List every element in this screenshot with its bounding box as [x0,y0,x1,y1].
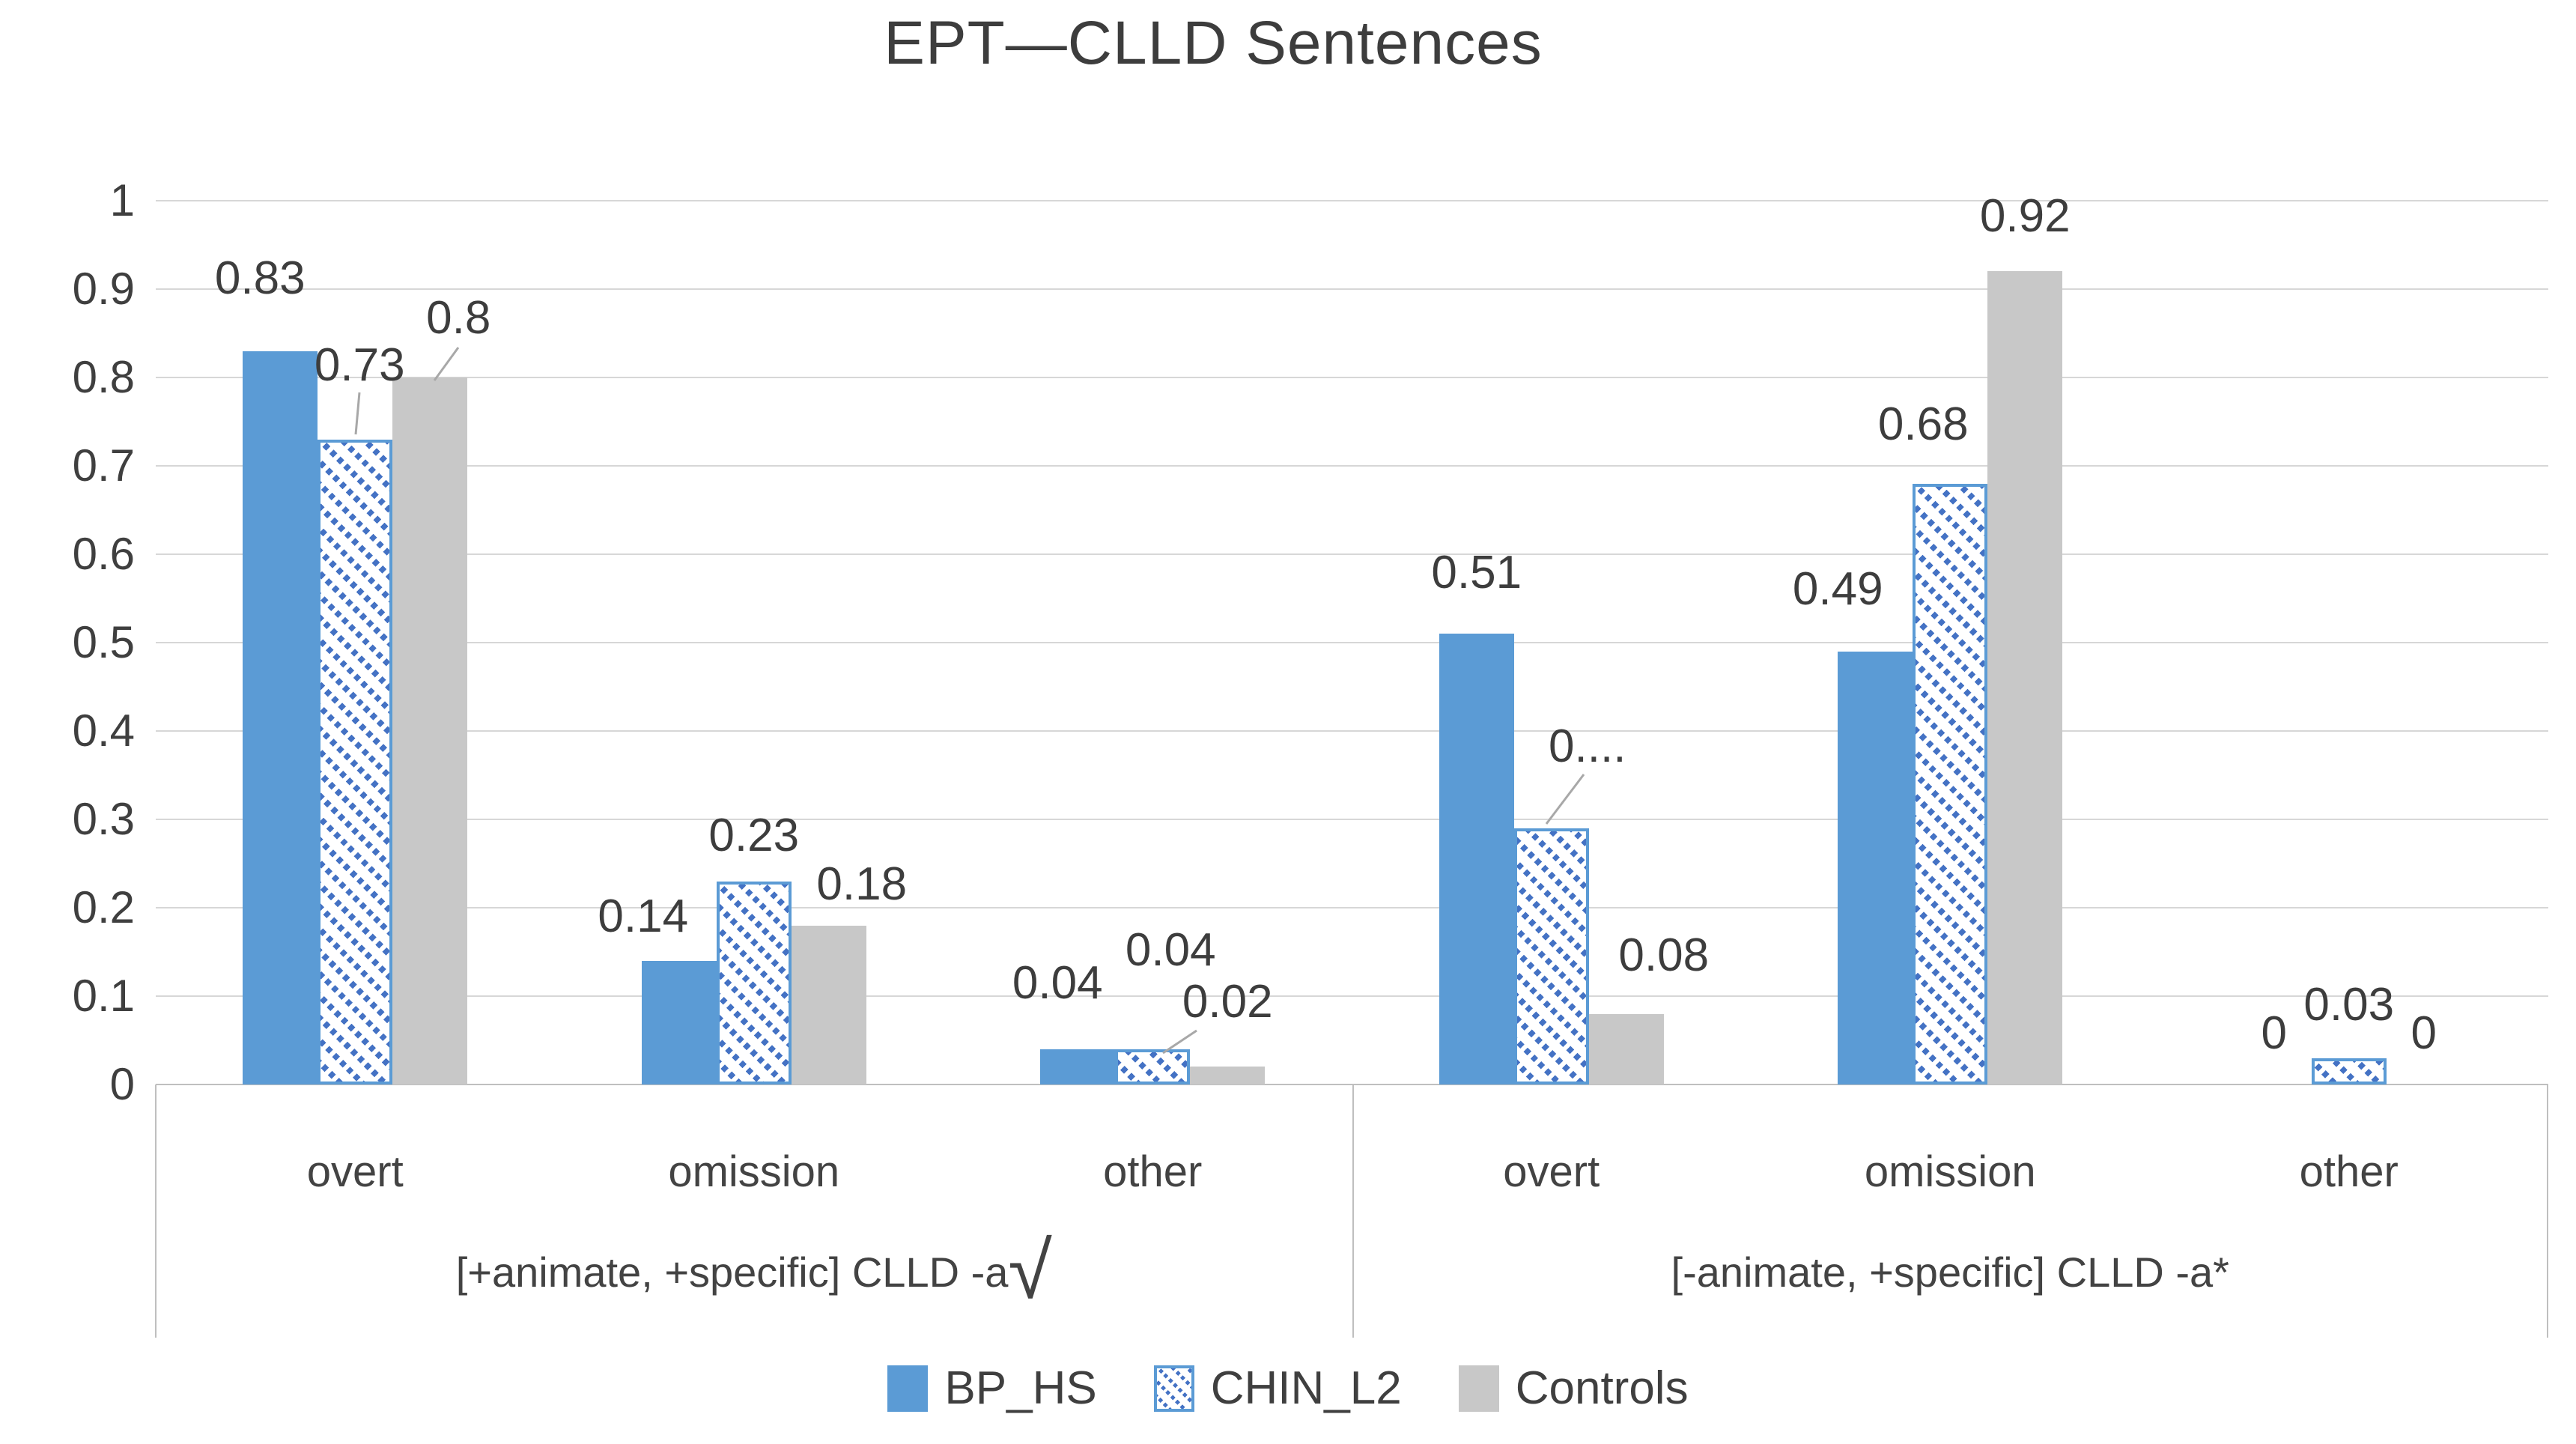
y-axis-tick-label: 0 [109,1059,135,1109]
legend-swatch-controls [1458,1365,1499,1412]
axis-box-divider [1352,1084,1354,1338]
y-axis-tick-label: 0.7 [72,440,135,491]
gridline [156,995,2548,997]
data-label-bp_hs-2: 0.04 [1012,956,1103,1009]
group-label-suffix: √ [1008,1225,1052,1315]
group-label-1: [-animate, +specific] CLLD -a* [1671,1246,2229,1299]
data-label-controls-0: 0.8 [426,292,491,344]
bar-chin_l2-2 [1115,1049,1191,1084]
y-axis-tick-label: 0.6 [72,529,135,579]
gridline [156,377,2548,378]
category-label-other: other [1103,1147,1203,1196]
data-label-bp_hs-4: 0.49 [1792,562,1883,615]
data-label-bp_hs-5: 0 [2261,1007,2287,1059]
bar-controls-0 [392,377,468,1084]
bar-chin_l2-4 [1913,483,1988,1084]
chart-title: EPT—CLLD Sentences [884,9,1543,77]
data-label-chin_l2-1: 0.23 [708,809,800,861]
y-axis-tick-label: 0.8 [72,352,135,402]
y-axis-tick-label: 0.4 [72,706,135,756]
data-label-chin_l2-0: 0.73 [314,339,405,391]
legend-item-bp_hs: BP_HS [887,1362,1097,1415]
gridline [156,907,2548,908]
data-label-chin_l2-4: 0.68 [1877,398,1969,450]
legend-label-chin_l2: CHIN_L2 [1210,1362,1402,1414]
category-label-other: other [2299,1147,2399,1196]
y-axis-tick-label: 1 [109,175,135,225]
gridline [156,819,2548,820]
category-label-omission: omission [668,1147,840,1196]
bar-bp_hs-0 [243,351,318,1084]
bar-chin_l2-5 [2311,1058,2387,1084]
category-label-overt: overt [306,1147,404,1196]
bar-chin_l2-1 [716,881,792,1084]
axis-box-divider [2547,1084,2548,1338]
bar-controls-2 [1190,1067,1266,1084]
data-label-bp_hs-1: 0.14 [598,890,689,942]
legend: BP_HS CHIN_L2 Controls [0,1350,2576,1428]
gridline [156,200,2548,201]
gridline [156,642,2548,643]
category-label-omission: omission [1864,1147,2036,1196]
category-label-overt: overt [1503,1147,1600,1196]
bar-bp_hs-1 [641,960,717,1084]
leader-line [354,392,361,435]
data-label-controls-3: 0.08 [1618,929,1710,981]
bar-controls-4 [1987,271,2063,1084]
legend-label-bp_hs: BP_HS [944,1362,1097,1414]
y-axis-tick-label: 0.5 [72,617,135,667]
y-axis-tick-label: 0.1 [72,971,135,1021]
gridline [156,730,2548,732]
leader-line [1545,774,1585,825]
group-label-0: [+animate, +specific] CLLD -a√ [455,1231,1052,1310]
bar-bp_hs-2 [1040,1049,1116,1084]
data-label-chin_l2-3: 0.... [1549,720,1626,772]
axis-box-divider [155,1084,157,1338]
legend-swatch-chin_l2 [1153,1365,1194,1412]
y-axis-tick-label: 0.9 [72,264,135,314]
group-label-text: [+animate, +specific] CLLD -a [455,1249,1009,1296]
data-label-controls-1: 0.18 [816,858,908,910]
data-label-controls-4: 0.92 [1979,190,2071,243]
group-label-text: [-animate, +specific] CLLD -a [1671,1249,2214,1296]
bar-chin_l2-0 [318,439,393,1084]
bar-controls-1 [791,925,866,1084]
legend-item-controls: Controls [1458,1362,1689,1415]
data-label-chin_l2-5: 0.03 [2303,978,2395,1031]
data-label-bp_hs-3: 0.51 [1431,547,1522,599]
legend-swatch-bp_hs [887,1365,929,1412]
gridline [156,288,2548,290]
legend-item-chin_l2: CHIN_L2 [1153,1362,1402,1415]
bar-bp_hs-3 [1439,634,1514,1084]
gridline [156,465,2548,467]
data-label-controls-2: 0.02 [1182,976,1273,1028]
bar-controls-3 [1588,1013,1664,1084]
gridline [156,553,2548,555]
bar-chin_l2-3 [1513,828,1589,1084]
y-axis-tick-label: 0.3 [72,794,135,844]
leader-line [433,347,460,381]
legend-label-controls: Controls [1515,1362,1689,1414]
data-label-bp_hs-0: 0.83 [214,252,306,304]
y-axis-tick-label: 0.2 [72,882,135,932]
group-label-suffix: * [2213,1249,2229,1296]
data-label-chin_l2-2: 0.04 [1125,923,1216,976]
bar-bp_hs-4 [1838,651,1913,1084]
data-label-controls-5: 0 [2411,1007,2437,1059]
